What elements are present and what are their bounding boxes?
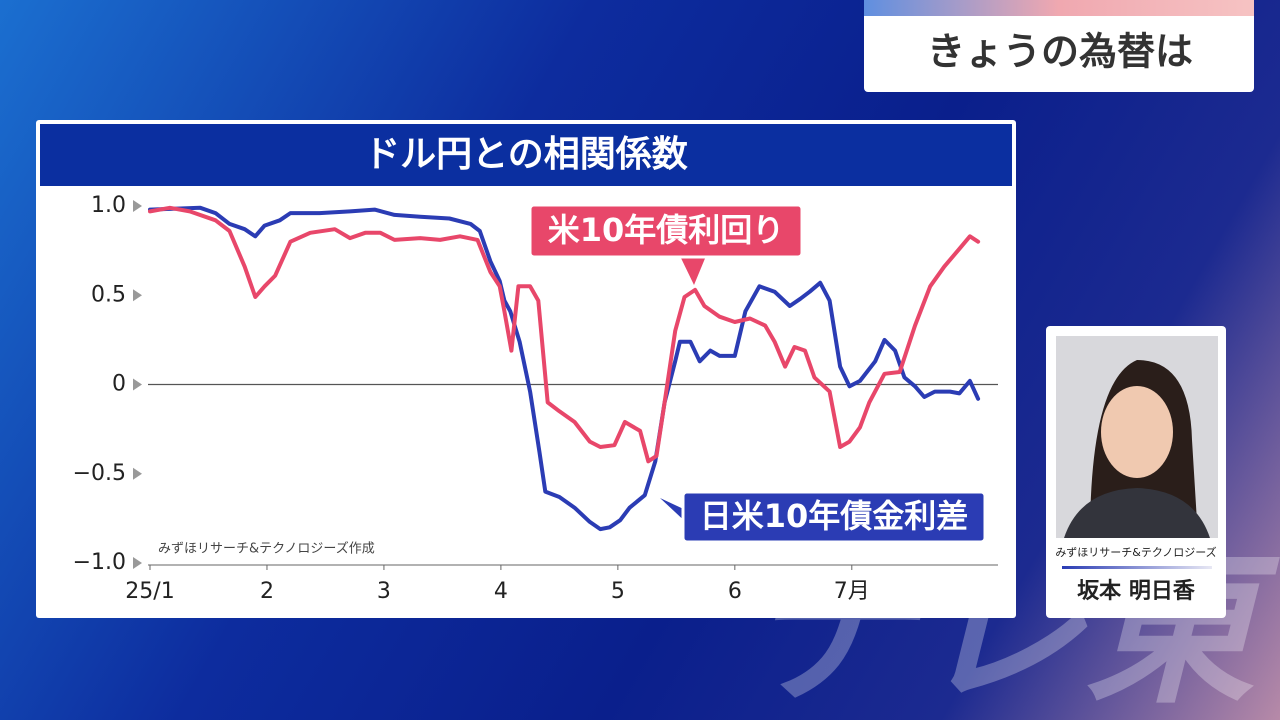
presenter-name: 坂本 明日香 bbox=[1077, 579, 1195, 604]
x-tick-label: 25/1 bbox=[125, 579, 174, 604]
callout-pointer bbox=[680, 256, 706, 285]
series-line bbox=[148, 205, 981, 464]
y-tick-mark bbox=[133, 557, 142, 569]
plot-area: 1.0 0.5 0 −0.5 −1.0 25/1 2 3 4 5 6 7月 日米10年債金利差 米10年債… bbox=[73, 193, 998, 604]
legend-label: 米10年債利回り bbox=[548, 211, 785, 249]
y-tick-mark bbox=[133, 467, 142, 480]
chart-title: ドル円との相関係数 bbox=[364, 134, 688, 175]
x-tick-label: 5 bbox=[611, 579, 625, 604]
header-title: きょうの為替は bbox=[927, 30, 1193, 74]
x-tick-label: 6 bbox=[728, 579, 742, 604]
presenter-underline bbox=[1062, 566, 1212, 569]
header-box bbox=[864, 0, 1254, 92]
y-tick-label: 0 bbox=[112, 372, 126, 397]
x-tick-label: 7月 bbox=[834, 579, 870, 604]
y-tick-label: 0.5 bbox=[91, 282, 126, 307]
header-strip bbox=[864, 0, 1254, 16]
presenter-affiliation: みずほリサーチ&テクノロジーズ bbox=[1055, 545, 1216, 559]
chart-title-band bbox=[40, 124, 1012, 186]
photo-face bbox=[1101, 386, 1173, 478]
y-tick-mark bbox=[133, 378, 142, 391]
legend-label: 日米10年債金利差 bbox=[700, 497, 969, 535]
y-tick-label: −1.0 bbox=[73, 550, 126, 575]
y-tick-label: −0.5 bbox=[73, 461, 126, 486]
series-line bbox=[148, 205, 981, 532]
y-tick-label: 1.0 bbox=[91, 193, 126, 218]
x-tick-label: 3 bbox=[377, 579, 391, 604]
callout-box bbox=[528, 203, 804, 259]
y-tick-mark bbox=[133, 200, 142, 212]
x-tick-label: 4 bbox=[494, 579, 508, 604]
photo-body bbox=[1064, 488, 1210, 538]
source-note: みずほリサーチ&テクノロジーズ作成 bbox=[158, 541, 375, 557]
callout-box bbox=[681, 490, 987, 544]
y-tick-mark bbox=[133, 289, 142, 302]
x-tick-label: 2 bbox=[260, 579, 274, 604]
